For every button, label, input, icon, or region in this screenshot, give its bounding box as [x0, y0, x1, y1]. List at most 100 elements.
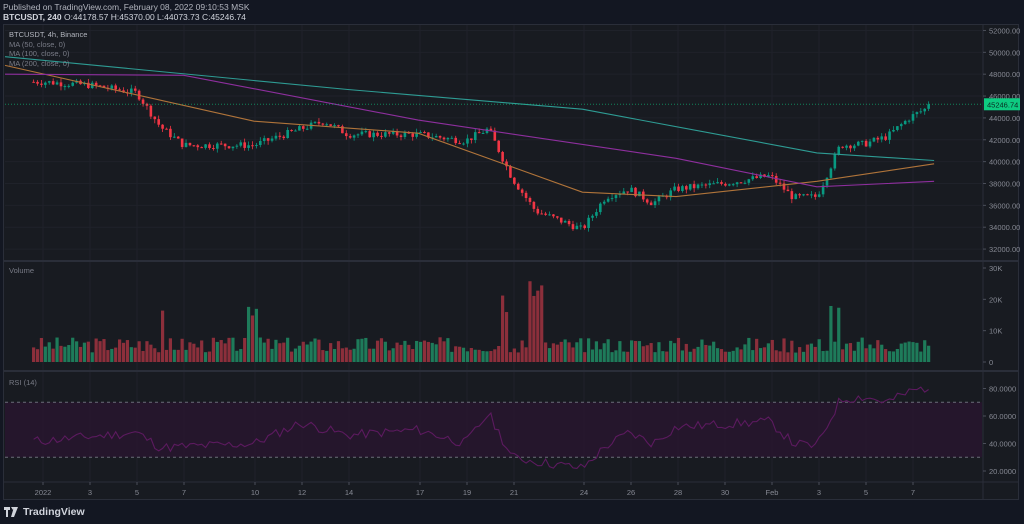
volume-bar	[223, 343, 227, 362]
volume-bar	[614, 350, 618, 362]
time-axis-label: 10	[251, 488, 259, 497]
volume-bar	[786, 352, 790, 362]
volume-bar	[458, 346, 462, 362]
tradingview-logo[interactable]: TradingView	[4, 506, 85, 518]
volume-bar	[895, 348, 899, 362]
candle-body	[298, 126, 301, 131]
volume-bar	[360, 338, 364, 362]
candle-body	[802, 194, 805, 196]
candle-body	[724, 183, 727, 186]
volume-bar	[184, 349, 188, 362]
volume-bar	[426, 341, 430, 362]
candle-body	[427, 132, 430, 138]
candle-body	[270, 138, 274, 141]
candle-body	[751, 176, 755, 180]
candle-body	[599, 203, 602, 213]
candle-body	[653, 201, 657, 206]
volume-bar	[590, 349, 595, 362]
volume-bar	[399, 344, 403, 362]
candle-body	[770, 175, 774, 177]
volume-pane-label[interactable]: Volume	[9, 266, 35, 275]
price-axis-label: 34000.00	[989, 223, 1020, 232]
candle-body	[845, 145, 848, 148]
volume-bar	[899, 343, 903, 362]
volume-bar	[641, 346, 645, 362]
rsi-axis-label: 80.0000	[989, 385, 1016, 394]
candle-body	[130, 88, 133, 93]
volume-bar	[75, 341, 79, 362]
volume-bar	[196, 347, 200, 362]
volume-bar	[82, 342, 87, 362]
volume-bar	[270, 348, 274, 362]
candle-body	[798, 194, 801, 196]
legend-symbol[interactable]: BTCUSDT, 4h, Binance	[9, 30, 88, 39]
candle-body	[896, 126, 899, 130]
candle-body	[907, 120, 911, 122]
candle-body	[458, 143, 461, 145]
candle-body	[235, 145, 239, 147]
volume-bar	[508, 352, 513, 362]
volume-bar	[844, 343, 849, 362]
volume-bar	[67, 345, 71, 362]
candle-body	[399, 135, 403, 137]
volume-bar	[739, 349, 743, 362]
candle-body	[63, 86, 67, 88]
candle-body	[563, 220, 567, 223]
candle-body	[794, 194, 798, 200]
legend-ma200[interactable]: MA (200, close, 0)	[9, 58, 70, 68]
candle-body	[87, 82, 90, 88]
candle-body	[356, 134, 360, 136]
candle-body	[337, 125, 340, 127]
candle-body	[817, 194, 821, 197]
candle-body	[778, 182, 782, 184]
volume-bar	[887, 351, 892, 362]
volume-bar	[880, 344, 884, 362]
volume-axis-label: 20K	[989, 295, 1002, 304]
candle-body	[610, 198, 614, 200]
candle-body	[259, 141, 262, 146]
candle-body	[157, 119, 160, 125]
candle-body	[645, 199, 649, 203]
last-price-badge	[984, 98, 1020, 111]
candle-body	[47, 81, 51, 83]
candle-body	[649, 202, 653, 206]
volume-bar	[801, 351, 806, 362]
candle-body	[40, 83, 43, 85]
candle-body	[251, 145, 254, 147]
legend-ma100[interactable]: MA (100, close, 0)	[9, 49, 70, 58]
volume-bar	[770, 339, 774, 362]
candle-body	[774, 175, 778, 183]
rsi-pane-label[interactable]: RSI (14)	[9, 378, 37, 387]
candle-body	[180, 138, 184, 147]
volume-bar	[876, 340, 880, 362]
volume-bar	[207, 351, 212, 362]
candle-body	[462, 143, 465, 145]
candle-body	[173, 136, 176, 138]
chart-legend: BTCUSDT, 4h, Binance MA (50, close, 0) M…	[9, 30, 87, 68]
volume-bar	[118, 339, 122, 362]
candle-body	[372, 132, 375, 138]
candle-body	[231, 146, 235, 149]
candle-body	[853, 145, 856, 149]
ma50-line	[4, 56, 935, 162]
volume-bar	[98, 341, 102, 362]
volume-bar	[852, 350, 856, 362]
price-axis-label: 40000.00	[989, 158, 1020, 167]
volume-bar	[864, 348, 868, 362]
candle-body	[556, 216, 559, 218]
volume-bar	[86, 341, 90, 362]
volume-bar	[903, 342, 907, 362]
volume-bar	[395, 342, 399, 362]
volume-bar	[571, 347, 575, 362]
price-axis-label: 48000.00	[989, 70, 1020, 79]
volume-bar	[868, 344, 872, 362]
volume-bar	[121, 342, 126, 362]
candle-body	[176, 136, 180, 139]
legend-ma50[interactable]: MA (50, close, 0)	[9, 39, 66, 49]
volume-bar	[520, 340, 524, 362]
volume-bar	[465, 351, 470, 362]
volume-axis-label: 10K	[989, 327, 1002, 336]
volume-bar	[289, 351, 294, 362]
time-axis-label: 30	[721, 488, 729, 497]
